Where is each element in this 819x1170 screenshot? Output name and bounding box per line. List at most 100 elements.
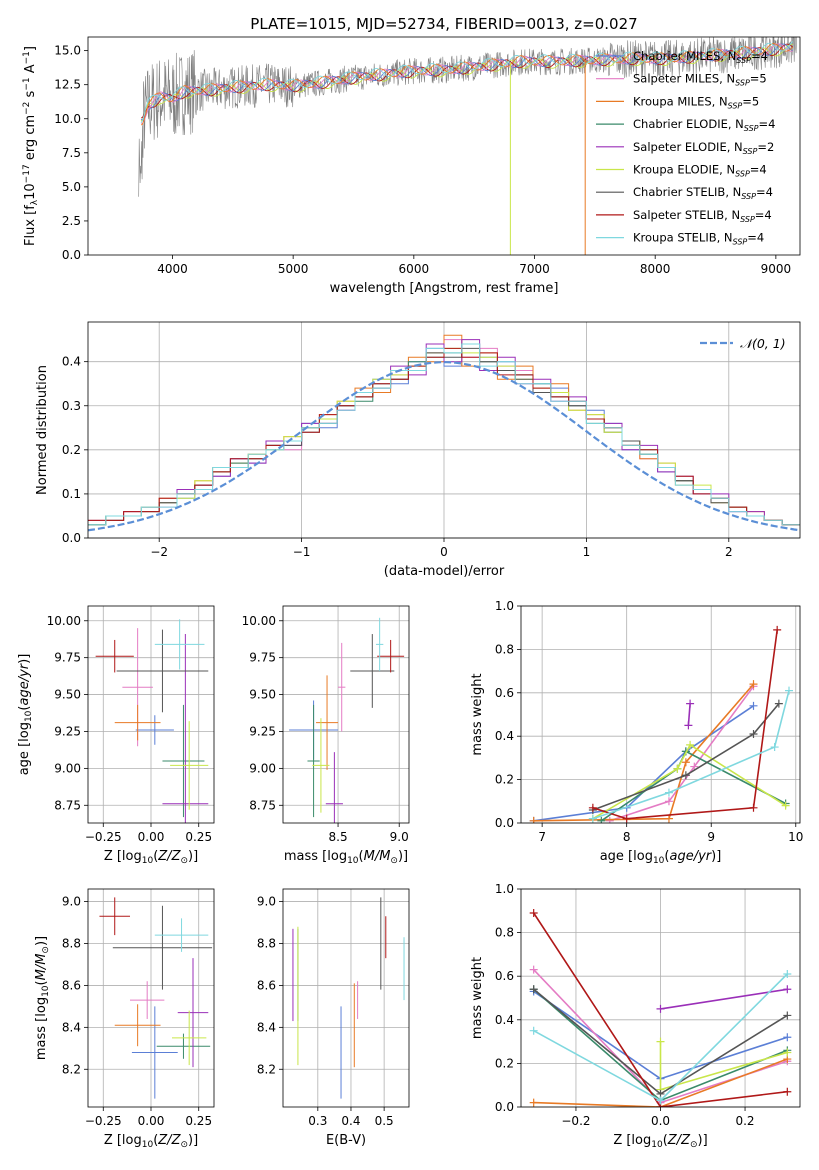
weight-marker <box>529 816 538 823</box>
label-part: 10 <box>142 856 154 866</box>
label-part: Z/Z <box>667 1133 691 1148</box>
x-tick-label: 6000 <box>399 262 430 276</box>
errorbar-chabrier-stelib <box>112 905 213 990</box>
label-part: SSP <box>735 79 750 88</box>
label-part: ( <box>664 849 669 864</box>
label-part: mass weight <box>470 673 485 755</box>
label-part: SSP <box>744 124 759 133</box>
y-tick-label: 9.75 <box>54 651 81 665</box>
y-tick-label: 0.6 <box>495 686 514 700</box>
label-part: ( <box>153 1133 158 1148</box>
x-tick-label: 1 <box>583 545 591 559</box>
y-axis-label: mass weight <box>470 957 485 1039</box>
age-vs-mass-axes: 8.5 9.0 8.75 9.00 9.25 9.50 9.75 10.00 mass [log… <box>242 605 410 866</box>
x-tick-label: 7 <box>538 830 546 844</box>
label-part: Z/Z <box>157 849 181 864</box>
weight-series-chabrier-stelib <box>588 699 783 814</box>
errorbar-salpeter-elodie <box>177 958 209 1068</box>
label-part: Z [log <box>613 1133 651 1148</box>
label-part: Z/Z <box>157 1133 181 1148</box>
legend-label: Chabrier ELODIE, NSSP=4 <box>633 117 775 133</box>
weight-series-salpeter-elodie <box>684 699 695 730</box>
y-tick-label: 0.8 <box>495 926 514 940</box>
label-part: wavelength [Angstrom, rest frame] <box>330 281 559 296</box>
weight-series-salpeter-elodie <box>656 985 792 1013</box>
y-tick-label: 0.0 <box>62 531 81 545</box>
model-spectrum-kroupa-elodie <box>140 43 793 122</box>
weight-marker <box>785 686 794 695</box>
plot-area <box>529 908 792 1107</box>
legend-label: Salpeter STELIB, NSSP=4 <box>633 208 772 224</box>
label-part: =5 <box>742 94 759 108</box>
label-part: age [log <box>17 722 32 775</box>
label-part: =4 <box>751 49 768 63</box>
x-tick-label: 0.5 <box>375 1114 394 1128</box>
axes-frame <box>520 605 801 824</box>
y-tick-label: 8.75 <box>249 798 276 812</box>
errorbar-kroupa-elodie <box>172 1010 207 1066</box>
grid <box>283 606 409 823</box>
label-part: E(B-V) <box>326 1133 366 1148</box>
legend-label: Kroupa MILES, NSSP=5 <box>633 94 759 110</box>
y-tick-label: 0.1 <box>62 487 81 501</box>
y-tick-label: 0.6 <box>495 969 514 983</box>
errorbar-kroupa-elodie <box>170 721 209 810</box>
model-spectrum-kroupa-miles <box>140 43 794 126</box>
errorbar-chabrier-stelib <box>116 629 209 713</box>
x-tick-label: 4000 <box>157 262 188 276</box>
age-vs-metallicity-axes: −0.25 0.00 0.25 8.75 9.00 9.25 9.50 9.75 10.00 Z … <box>17 605 215 866</box>
label-part: A <box>23 64 38 77</box>
plot-area <box>95 619 209 823</box>
plot-area <box>292 897 405 1099</box>
weight-marker <box>681 771 690 780</box>
y-tick-label: 8.4 <box>62 1020 81 1034</box>
weight-line <box>592 703 780 811</box>
y-tick-label: 8.8 <box>257 937 276 951</box>
x-axis-label: (data-model)/error <box>384 564 505 579</box>
label-part: ( <box>153 849 158 864</box>
y-tick-label: 1.0 <box>495 599 514 613</box>
label-part: Normed distribution <box>35 365 50 495</box>
y-tick-label: 0.0 <box>495 816 514 830</box>
weight-marker <box>773 625 782 634</box>
plot-area <box>138 37 797 255</box>
mass-vs-metallicity-axes: −0.25 0.00 0.258.28.48.68.89.0Z [log10(Z/Z… <box>34 888 215 1150</box>
weight-marker <box>749 701 758 710</box>
errorbar-salpeter-miles <box>130 981 165 1019</box>
legend-label: Salpeter ELODIE, NSSP=2 <box>633 140 774 156</box>
label-part: )] <box>188 1133 198 1148</box>
weight-marker <box>783 1011 792 1020</box>
label-part: ( <box>34 980 49 985</box>
y-tick-label: 0.8 <box>495 642 514 656</box>
errorbar-kroupa-miles <box>316 675 339 770</box>
weight-marker <box>783 970 792 979</box>
axes-frame <box>520 888 801 1108</box>
x-tick-label: 7000 <box>519 262 550 276</box>
x-tick-label: 0.00 <box>138 830 165 844</box>
grid <box>88 889 214 1107</box>
errorbar-salpeter-stelib <box>95 639 134 673</box>
label-part: SSP <box>735 170 750 179</box>
x-axis-label: age [log10(age/yr)] <box>600 849 722 866</box>
label-part: −1 <box>22 77 32 90</box>
errorbar-kroupa-stelib <box>154 918 209 952</box>
y-tick-label: 9.0 <box>257 895 276 909</box>
label-part: 10 <box>24 710 34 722</box>
legend-label: Chabrier MILES, NSSP=4 <box>633 49 768 65</box>
y-tick-label: 0.2 <box>62 443 81 457</box>
errorbar-kroupa-miles <box>114 1004 161 1047</box>
label-part: −2 <box>22 102 32 115</box>
weight-series-kroupa-elodie <box>656 1037 792 1094</box>
x-tick-label: 0.0 <box>651 1114 670 1128</box>
plot-area <box>529 625 794 823</box>
label-part: 10 <box>347 856 359 866</box>
y-tick-label: 0.4 <box>495 729 514 743</box>
x-tick-label: 10 <box>788 830 803 844</box>
y-tick-label: 0.3 <box>62 399 81 413</box>
label-part: 10 <box>23 183 38 200</box>
label-part: 10 <box>142 1140 154 1150</box>
axes-frame <box>87 605 215 824</box>
y-tick-label: 8.75 <box>54 798 81 812</box>
